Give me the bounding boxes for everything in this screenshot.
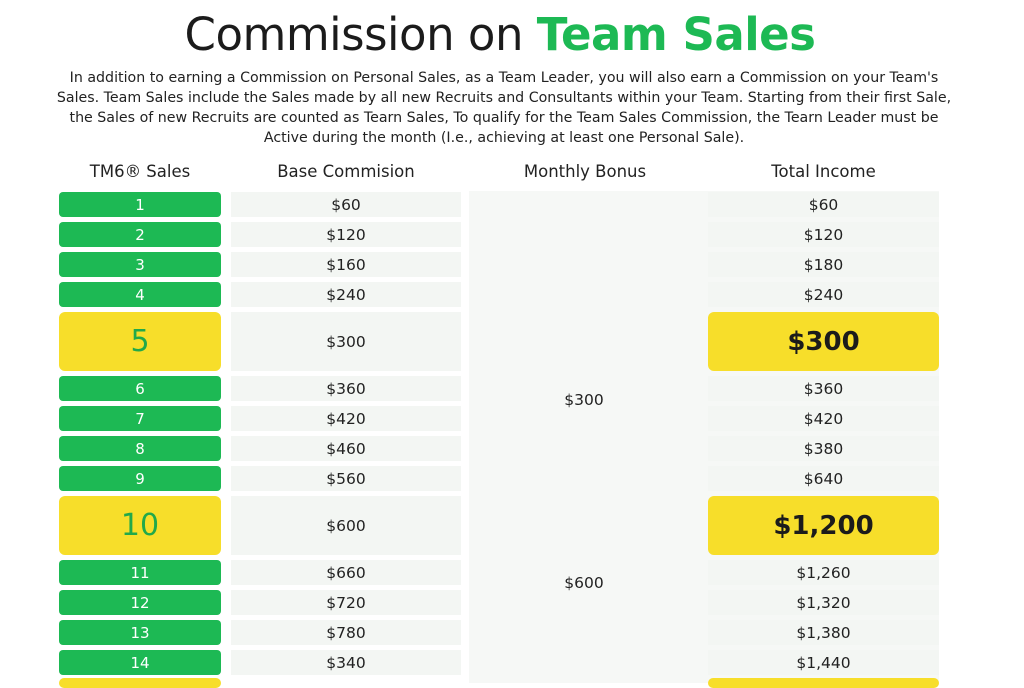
base-commission: $340 — [231, 650, 461, 675]
title-part-2: Team Sales — [536, 8, 816, 61]
sales-count: 1 — [59, 192, 221, 217]
total-income: $1,200 — [708, 496, 939, 555]
sales-count: 3 — [59, 252, 221, 277]
intro-paragraph: In addition to earning a Commission on P… — [56, 70, 952, 146]
sales-count: 4 — [59, 282, 221, 307]
total-income: $1,380 — [708, 620, 939, 645]
base-commission: $720 — [231, 590, 461, 615]
base-commission: $300 — [231, 312, 461, 371]
sales-count: 7 — [59, 406, 221, 431]
monthly-bonus-value: $300 — [564, 391, 604, 409]
base-commission: $60 — [231, 192, 461, 217]
base-commission: $240 — [231, 282, 461, 307]
sales-count: 6 — [59, 376, 221, 401]
total-income: $180 — [708, 252, 939, 277]
header-total-income: Total Income — [771, 162, 876, 181]
sales-count: 5 — [59, 312, 221, 371]
sales-count: 11 — [59, 560, 221, 585]
base-commission: $660 — [231, 560, 461, 585]
base-commission: $460 — [231, 436, 461, 461]
total-income: $360 — [708, 376, 939, 401]
total-income: $420 — [708, 406, 939, 431]
base-commission: $120 — [231, 222, 461, 247]
sales-count: 2 — [59, 222, 221, 247]
total-income: $1,260 — [708, 560, 939, 585]
sales-count: 9 — [59, 466, 221, 491]
next-row-sales-partial — [59, 678, 221, 688]
total-income: $640 — [708, 466, 939, 491]
monthly-bonus-value: $600 — [564, 574, 604, 592]
base-commission: $160 — [231, 252, 461, 277]
sales-count: 14 — [59, 650, 221, 675]
next-row-total-partial — [708, 678, 939, 688]
base-commission: $780 — [231, 620, 461, 645]
total-income: $60 — [708, 192, 939, 217]
header-sales: TM6® Sales — [89, 162, 191, 181]
total-income: $120 — [708, 222, 939, 247]
base-commission: $600 — [231, 496, 461, 555]
sales-count: 8 — [59, 436, 221, 461]
base-commission: $420 — [231, 406, 461, 431]
page-title: Commission on Team Sales — [0, 4, 1000, 66]
total-income: $240 — [708, 282, 939, 307]
total-income: $1,440 — [708, 650, 939, 675]
sales-count: 10 — [59, 496, 221, 555]
total-income: $1,320 — [708, 590, 939, 615]
sales-count: 12 — [59, 590, 221, 615]
header-base-commission: Base Commision — [277, 162, 415, 181]
total-income: $300 — [708, 312, 939, 371]
title-part-1: Commission on — [184, 8, 524, 61]
total-income: $380 — [708, 436, 939, 461]
header-monthly-bonus: Monthly Bonus — [523, 162, 647, 181]
sales-count: 13 — [59, 620, 221, 645]
base-commission: $360 — [231, 376, 461, 401]
base-commission: $560 — [231, 466, 461, 491]
